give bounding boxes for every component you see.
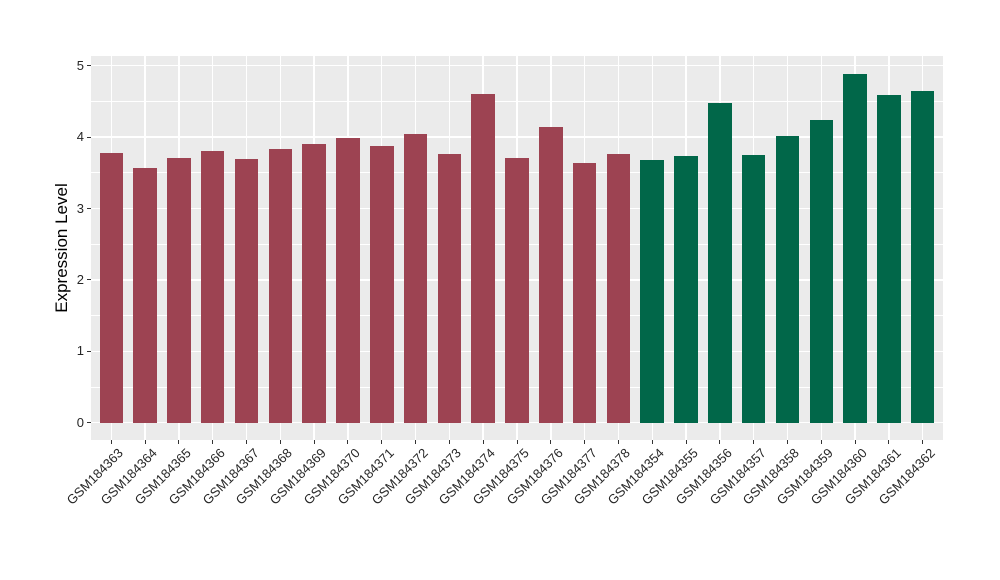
x-tick-mark xyxy=(617,440,619,444)
x-tick-mark xyxy=(381,440,383,444)
y-tick-mark xyxy=(87,279,91,281)
bar-GSM184362 xyxy=(910,90,935,423)
bar-GSM184374 xyxy=(471,93,495,423)
bar-GSM184376 xyxy=(539,127,563,423)
x-tick-mark xyxy=(922,440,924,444)
x-tick-mark xyxy=(347,440,349,444)
x-tick-mark xyxy=(246,440,248,444)
x-tick-mark xyxy=(820,440,822,444)
bar-GSM184365 xyxy=(167,157,191,423)
x-tick-mark xyxy=(584,440,586,444)
x-tick-mark xyxy=(854,440,856,444)
bar-GSM184366 xyxy=(200,150,225,423)
bar-GSM184360 xyxy=(843,74,867,423)
bar-GSM184356 xyxy=(708,102,732,423)
bar-GSM184375 xyxy=(505,157,529,423)
bar-GSM184363 xyxy=(99,152,124,423)
x-tick-mark xyxy=(178,440,180,444)
y-tick-mark xyxy=(87,208,91,209)
bar-GSM184377 xyxy=(572,162,597,423)
y-tick-label: 2 xyxy=(76,271,84,287)
x-tick-mark xyxy=(110,440,112,444)
x-tick-mark xyxy=(550,440,552,444)
bar-GSM184373 xyxy=(437,153,462,423)
x-tick-mark xyxy=(279,440,281,444)
bar-GSM184355 xyxy=(674,156,698,423)
bar-GSM184358 xyxy=(775,135,800,423)
y-tick-label: 1 xyxy=(76,343,84,359)
y-tick-mark xyxy=(87,136,91,138)
plot-panel xyxy=(91,56,943,440)
y-tick-mark xyxy=(87,65,91,67)
bar-GSM184370 xyxy=(336,137,360,423)
bar-GSM184368 xyxy=(268,149,293,423)
y-tick-mark xyxy=(87,350,91,352)
bar-GSM184359 xyxy=(809,119,834,423)
x-tick-mark xyxy=(786,440,788,444)
x-tick-mark xyxy=(313,440,315,444)
bar-GSM184378 xyxy=(606,153,631,423)
x-tick-mark xyxy=(144,440,146,444)
y-tick-label: 0 xyxy=(76,414,84,430)
x-tick-mark xyxy=(651,440,653,444)
x-tick-mark xyxy=(482,440,484,444)
x-tick-mark xyxy=(888,440,890,444)
y-tick-label: 4 xyxy=(76,129,84,145)
y-tick-mark xyxy=(87,422,91,424)
bar-GSM184369 xyxy=(302,144,326,423)
bar-GSM184364 xyxy=(133,167,157,423)
x-tick-mark xyxy=(719,440,721,444)
x-tick-mark xyxy=(685,440,687,444)
x-tick-mark xyxy=(753,440,755,444)
bar-GSM184371 xyxy=(370,145,394,423)
bar-GSM184354 xyxy=(640,159,664,423)
bar-GSM184367 xyxy=(234,158,259,423)
x-tick-mark xyxy=(415,440,417,444)
y-tick-label: 3 xyxy=(76,200,84,216)
bar-GSM184361 xyxy=(877,94,901,423)
x-tick-mark xyxy=(448,440,450,444)
bar-GSM184357 xyxy=(741,154,766,423)
x-tick-mark xyxy=(212,440,214,444)
x-tick-mark xyxy=(516,440,518,444)
y-tick-label: 5 xyxy=(76,57,84,73)
bar-GSM184372 xyxy=(403,134,428,423)
